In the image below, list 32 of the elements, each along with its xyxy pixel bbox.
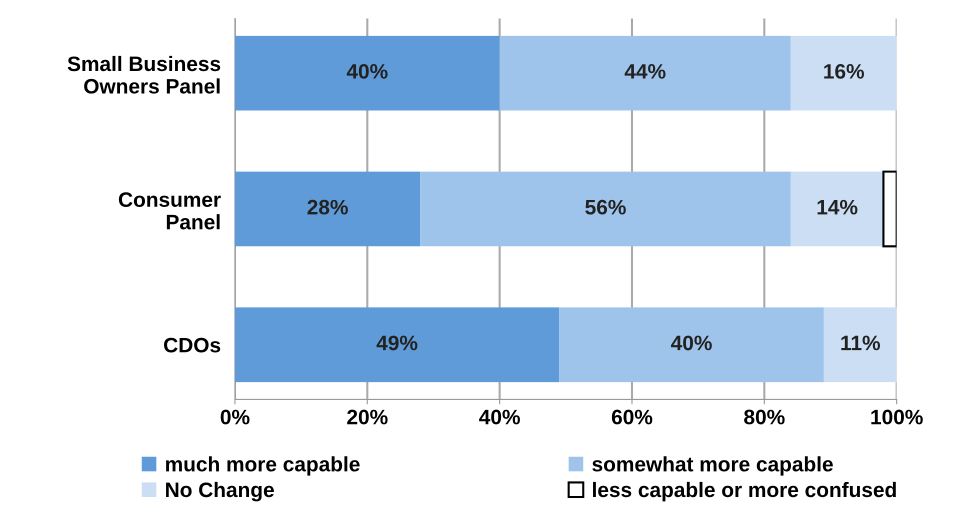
bar (234, 307, 560, 382)
bar (790, 36, 897, 111)
data-label: 49% (376, 336, 418, 350)
x-tick-label: 80% (744, 410, 785, 424)
data-label: 44% (624, 64, 666, 79)
legend-label: No Change (166, 482, 274, 502)
legend-label: less capable or more confused (593, 482, 896, 502)
x-tick-label: 100% (871, 410, 923, 424)
legend-label: much more capable (166, 456, 360, 476)
bar (790, 172, 884, 246)
bar (234, 172, 420, 246)
bar (882, 170, 897, 248)
x-tick-label: 20% (347, 410, 388, 424)
data-label: 16% (824, 64, 864, 79)
data-label: 14% (818, 200, 858, 215)
y-tick-label: CDOs (164, 338, 220, 352)
bar (559, 307, 824, 382)
data-label: 28% (307, 200, 348, 215)
legend-label: somewhat more capable (592, 456, 833, 476)
bar (234, 36, 500, 111)
data-label: 40% (671, 336, 712, 350)
data-label: 56% (585, 200, 626, 215)
bar (824, 307, 897, 382)
x-tick-label: 60% (612, 410, 652, 424)
bar (420, 172, 791, 246)
data-label: 40% (346, 64, 388, 79)
x-tick-label: 0% (220, 410, 250, 424)
y-tick-label: Small Business Owners Panel (68, 56, 220, 94)
data-label: 11% (841, 336, 880, 350)
bar (500, 36, 791, 111)
x-tick-label: 40% (479, 410, 520, 424)
y-tick-label: Consumer Panel (118, 192, 221, 230)
